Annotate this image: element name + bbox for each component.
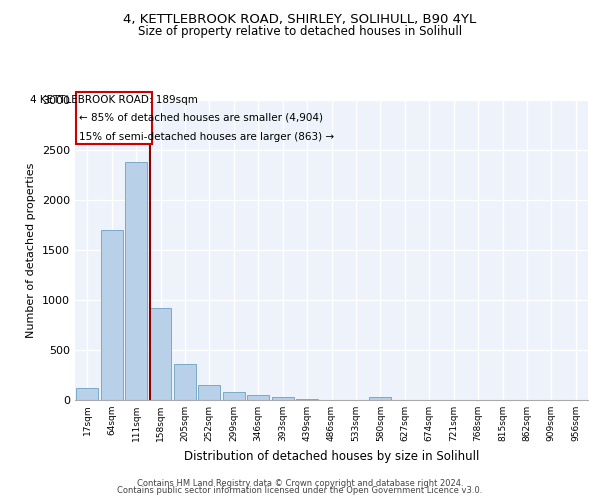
Bar bbox=[101, 230, 122, 400]
Text: 4, KETTLEBROOK ROAD, SHIRLEY, SOLIHULL, B90 4YL: 4, KETTLEBROOK ROAD, SHIRLEY, SOLIHULL, … bbox=[124, 12, 476, 26]
Bar bbox=[370, 397, 391, 400]
FancyBboxPatch shape bbox=[76, 92, 152, 144]
Bar bbox=[76, 388, 98, 400]
X-axis label: Distribution of detached houses by size in Solihull: Distribution of detached houses by size … bbox=[184, 450, 479, 462]
Bar bbox=[223, 392, 245, 400]
Text: Contains HM Land Registry data © Crown copyright and database right 2024.: Contains HM Land Registry data © Crown c… bbox=[137, 478, 463, 488]
Bar bbox=[199, 384, 220, 400]
Text: 15% of semi-detached houses are larger (863) →: 15% of semi-detached houses are larger (… bbox=[79, 132, 334, 142]
Bar bbox=[125, 162, 147, 400]
Bar bbox=[174, 364, 196, 400]
Text: Contains public sector information licensed under the Open Government Licence v3: Contains public sector information licen… bbox=[118, 486, 482, 495]
Bar bbox=[247, 394, 269, 400]
Bar bbox=[149, 308, 172, 400]
Bar bbox=[296, 399, 318, 400]
Bar bbox=[272, 397, 293, 400]
Text: Size of property relative to detached houses in Solihull: Size of property relative to detached ho… bbox=[138, 25, 462, 38]
Text: ← 85% of detached houses are smaller (4,904): ← 85% of detached houses are smaller (4,… bbox=[79, 112, 323, 122]
Text: 4 KETTLEBROOK ROAD: 189sqm: 4 KETTLEBROOK ROAD: 189sqm bbox=[30, 95, 198, 105]
Y-axis label: Number of detached properties: Number of detached properties bbox=[26, 162, 37, 338]
